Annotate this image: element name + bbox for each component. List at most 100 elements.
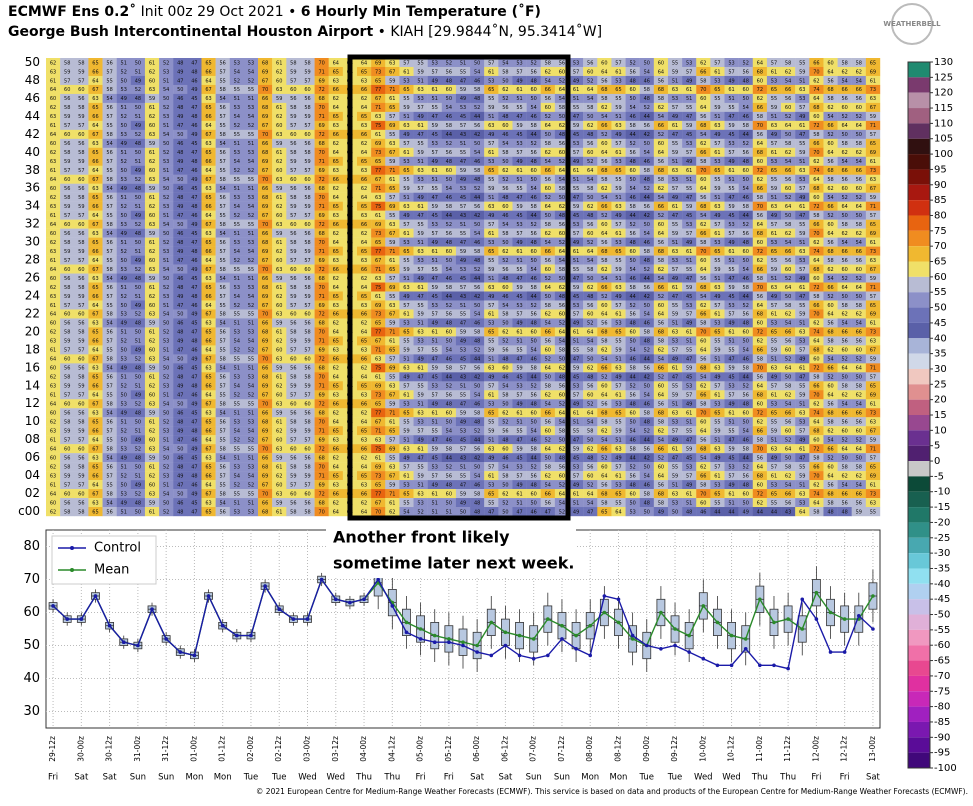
cell-label: 47 — [191, 60, 197, 66]
cell-label: 64 — [361, 240, 367, 246]
cell — [851, 201, 867, 211]
cell — [752, 219, 768, 229]
cell-label: 54 — [700, 132, 706, 138]
cell-label: 51 — [686, 420, 692, 426]
cell — [328, 156, 344, 166]
cell-label: 51 — [403, 357, 409, 363]
cell — [441, 318, 457, 328]
cell-label: 60 — [304, 357, 310, 363]
cell-label: 54 — [234, 384, 240, 390]
cell — [583, 381, 598, 391]
cell — [766, 165, 782, 175]
cell-label: 60 — [276, 303, 282, 309]
cell-label: 53 — [417, 177, 423, 183]
cell-label: 58 — [856, 384, 862, 390]
cell-label: 58 — [700, 159, 706, 165]
cell-label: 70 — [700, 87, 706, 93]
cell-label: 56 — [644, 204, 650, 210]
cell — [286, 417, 301, 427]
cell-label: 52 — [587, 321, 593, 327]
cell — [752, 156, 768, 166]
cell — [356, 399, 372, 409]
cell — [639, 300, 655, 310]
cell — [74, 291, 89, 301]
cell-label: 55 — [432, 186, 438, 192]
cell — [427, 84, 442, 95]
cell-label: 47 — [516, 357, 522, 363]
cell — [201, 58, 216, 68]
cell — [470, 255, 485, 265]
cell-label: 55 — [686, 348, 692, 354]
cell — [314, 210, 329, 220]
cell-label: 67 — [389, 69, 395, 75]
cell — [371, 93, 386, 104]
cell — [639, 165, 655, 175]
cell — [569, 129, 584, 140]
cell-label: 52 — [601, 375, 607, 381]
cell-label: 62 — [785, 69, 791, 75]
cell-label: 60 — [290, 402, 296, 408]
cell-label: 55 — [248, 177, 254, 183]
cell — [441, 201, 457, 211]
cell-label: 63 — [92, 141, 98, 147]
cell — [314, 201, 329, 211]
cell-label: 52 — [785, 357, 791, 363]
cell-label: 57 — [64, 258, 70, 264]
cell-label: 48 — [446, 321, 452, 327]
cell-label: 60 — [530, 168, 536, 174]
cell — [286, 264, 301, 274]
cell-label: 50 — [446, 339, 452, 345]
cell-label: 63 — [333, 78, 339, 84]
cell-label: 56 — [559, 60, 565, 66]
cell-label: 57 — [106, 294, 112, 300]
cell-label: 59 — [488, 186, 494, 192]
cell — [356, 237, 372, 247]
cell — [781, 417, 796, 427]
cell — [300, 102, 315, 113]
cell — [187, 408, 202, 418]
cell — [781, 264, 796, 274]
cell-label: 63 — [389, 141, 395, 147]
cell-label: 60 — [530, 330, 536, 336]
cell-label: 59 — [417, 312, 423, 318]
cell — [314, 129, 329, 140]
cell-label: 54 — [220, 366, 226, 372]
cell — [159, 255, 174, 265]
cell-label: 55 — [488, 258, 494, 264]
cell-label: 64 — [587, 411, 593, 417]
cell — [328, 102, 344, 113]
cell — [173, 210, 188, 220]
cell — [258, 255, 273, 265]
cell — [653, 291, 669, 301]
cell-label: 53 — [672, 258, 678, 264]
cell — [809, 66, 824, 77]
cell-label: 59 — [615, 105, 621, 111]
cell-label: 59 — [432, 285, 438, 291]
cell — [795, 345, 810, 355]
cell-label: 54 — [163, 222, 169, 228]
cell — [682, 336, 697, 346]
cell-label: 49 — [177, 159, 183, 165]
cell-label: 56 — [304, 231, 310, 237]
cell — [173, 300, 188, 310]
cell-label: 48 — [191, 69, 197, 75]
cell-label: 52 — [248, 303, 254, 309]
cell — [597, 102, 612, 113]
cell — [498, 381, 513, 391]
cell-label: 54 — [601, 195, 607, 201]
cell — [738, 399, 753, 409]
cell — [215, 327, 230, 337]
cell-label: 60 — [64, 132, 70, 138]
cell — [102, 417, 117, 427]
cell-label: 56 — [530, 150, 536, 156]
cell — [752, 327, 768, 337]
cell — [766, 147, 782, 157]
cell — [385, 210, 400, 220]
cell — [328, 327, 344, 337]
cell-label: 62 — [149, 159, 155, 165]
cell-label: 59 — [771, 267, 777, 273]
cell — [187, 228, 202, 238]
cell — [653, 120, 669, 131]
cell — [710, 345, 725, 355]
cell — [60, 273, 75, 283]
